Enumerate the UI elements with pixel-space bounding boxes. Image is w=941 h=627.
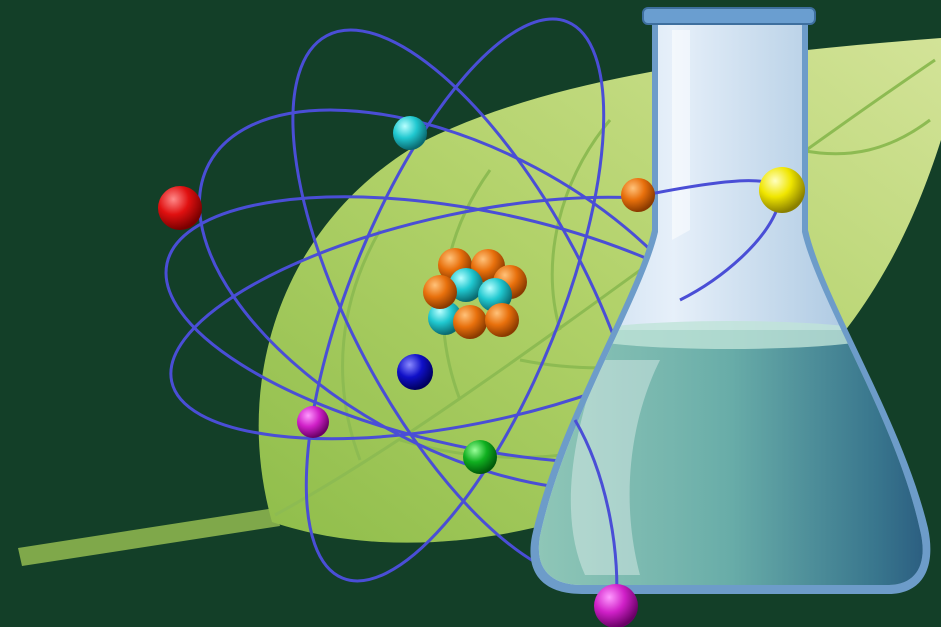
nucleon	[423, 275, 457, 309]
electron	[759, 167, 805, 213]
leaf-vein	[341, 229, 382, 461]
nucleon	[428, 301, 462, 335]
leaf-vein	[799, 118, 931, 156]
nucleon	[485, 303, 519, 337]
nucleon	[449, 268, 483, 302]
orbit	[304, 17, 606, 583]
flask-liquid	[538, 330, 923, 585]
liquid-surface	[580, 321, 880, 349]
electron	[297, 406, 329, 438]
flask-liquid-group	[538, 30, 923, 585]
leaf-stem	[18, 508, 280, 566]
electron	[463, 440, 497, 474]
leaf-midrib	[274, 58, 936, 517]
flask-rim	[642, 7, 816, 25]
glass-highlight	[570, 360, 660, 575]
electron	[621, 178, 655, 212]
nucleon	[453, 305, 487, 339]
electron	[393, 116, 427, 150]
electron	[397, 354, 433, 390]
electron	[594, 584, 638, 627]
neck-highlight	[672, 30, 690, 240]
electron	[158, 186, 202, 230]
nucleus	[423, 248, 527, 339]
